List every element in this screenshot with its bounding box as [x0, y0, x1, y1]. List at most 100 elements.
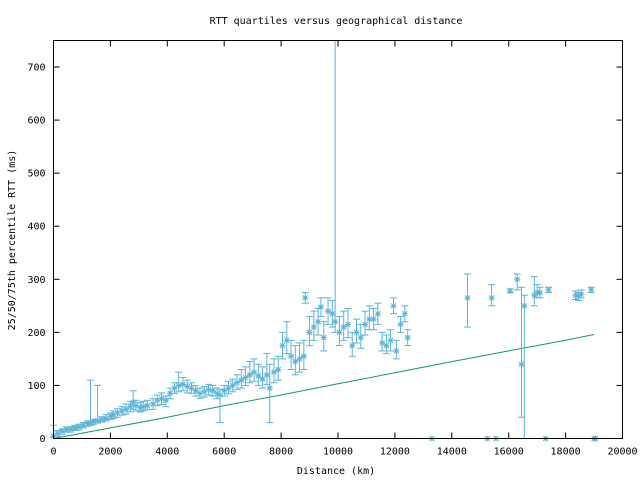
median-marker — [362, 321, 369, 328]
data-point — [335, 315, 343, 347]
x-tick-label: 14000 — [437, 447, 467, 458]
median-marker — [192, 387, 199, 394]
data-point — [291, 345, 299, 376]
median-marker — [263, 371, 270, 378]
data-point — [79, 422, 87, 429]
data-point — [266, 363, 274, 424]
data-point — [94, 384, 102, 424]
data-point — [545, 286, 553, 294]
data-point — [397, 315, 405, 333]
data-point — [158, 392, 166, 406]
data-point — [320, 321, 328, 352]
data-point — [328, 300, 336, 328]
data-point — [153, 394, 161, 407]
data-point — [463, 273, 471, 328]
median-marker — [536, 289, 543, 296]
x-tick-label: 12000 — [380, 447, 410, 458]
median-marker — [575, 293, 582, 300]
median-marker — [98, 416, 105, 423]
x-tick-label: 20000 — [607, 447, 637, 458]
data-point — [404, 329, 412, 347]
median-marker — [140, 403, 147, 410]
median-marker — [251, 369, 258, 376]
median-marker — [255, 372, 262, 379]
median-marker — [229, 382, 236, 389]
median-marker — [127, 403, 134, 410]
median-marker — [214, 390, 221, 397]
data-point — [136, 401, 144, 413]
data-point — [357, 323, 365, 349]
series-line — [53, 334, 595, 439]
median-marker — [404, 334, 411, 341]
median-marker — [71, 424, 78, 431]
median-marker — [401, 310, 408, 317]
median-marker — [266, 385, 273, 392]
median-marker — [572, 292, 579, 299]
data-point — [75, 423, 83, 431]
data-point — [200, 385, 208, 398]
median-marker — [270, 369, 277, 376]
y-tick-label: 0 — [39, 434, 45, 445]
median-marker — [201, 388, 208, 395]
data-point — [370, 307, 378, 331]
data-point — [67, 425, 75, 433]
median-marker — [317, 303, 324, 310]
plot-frame — [53, 40, 623, 439]
median-marker — [349, 342, 356, 349]
data-point — [513, 273, 521, 291]
data-point — [287, 339, 295, 371]
median-marker — [59, 428, 66, 435]
median-marker — [246, 371, 253, 378]
median-marker — [133, 402, 140, 409]
median-marker — [397, 321, 404, 328]
data-point — [317, 297, 325, 317]
data-point — [242, 366, 250, 386]
data-point — [300, 339, 308, 371]
median-marker — [383, 342, 390, 349]
median-marker — [296, 355, 303, 362]
data-point — [196, 387, 204, 399]
data-point — [296, 342, 304, 373]
data-point — [488, 284, 496, 307]
data-point — [183, 379, 191, 394]
data-point — [387, 329, 395, 352]
data-point — [365, 305, 373, 331]
data-point — [233, 374, 241, 391]
data-point — [216, 389, 224, 424]
data-point — [139, 400, 147, 412]
data-point — [209, 384, 217, 397]
data-point — [378, 331, 386, 352]
x-axis: 0 2000 4000 6000 8000 10000 12000 14000 16000 180… — [50, 40, 638, 458]
data-point — [283, 321, 291, 355]
median-marker — [588, 286, 595, 293]
median-marker — [103, 415, 110, 422]
median-marker — [154, 397, 161, 404]
median-marker — [110, 411, 117, 418]
median-marker — [179, 381, 186, 388]
median-marker — [209, 387, 216, 394]
median-marker — [488, 294, 495, 301]
data-point — [122, 403, 130, 415]
median-marker — [279, 342, 286, 349]
median-marker — [67, 425, 74, 432]
data-point — [270, 358, 278, 384]
median-marker — [374, 310, 381, 317]
median-marker — [197, 390, 204, 397]
data-point — [530, 276, 538, 307]
median-marker — [242, 374, 249, 381]
data-point — [246, 361, 254, 384]
data-point — [401, 305, 409, 323]
y-tick-label: 200 — [27, 328, 45, 339]
median-marker — [84, 420, 91, 427]
data-point — [310, 310, 318, 341]
median-marker — [300, 353, 307, 360]
data-point — [224, 380, 232, 395]
data-point — [58, 428, 66, 435]
median-marker — [315, 318, 322, 325]
median-marker — [332, 318, 339, 325]
median-marker — [137, 404, 144, 411]
median-marker — [238, 377, 245, 384]
median-marker — [357, 334, 364, 341]
median-marker — [234, 379, 241, 386]
median-marker — [94, 417, 101, 424]
